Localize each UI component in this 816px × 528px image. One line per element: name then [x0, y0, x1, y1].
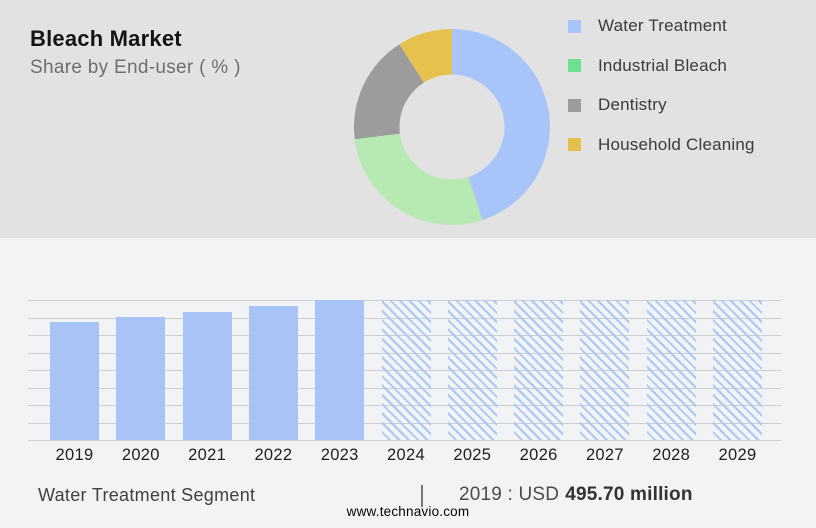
bar-chart-section: 2019 2020 2021 2022 2023 2024 2025 2026 2027 2028… [0, 238, 816, 528]
legend-label: Household Cleaning [598, 134, 755, 154]
legend-label: Dentistry [598, 95, 667, 114]
page-subtitle: Share by End-user ( % ) [30, 57, 241, 78]
bar-2019 [50, 322, 99, 440]
year-label-2023: 2023 [320, 446, 359, 464]
website-url: www.technavio.com [346, 504, 470, 519]
footer-divider: | [419, 481, 425, 507]
bar-2021 [182, 311, 232, 440]
bar-2020 [116, 316, 166, 440]
donut-legend: Water Treatment Industrial Bleach Dentistr… [568, 16, 755, 174]
year-label-2026: 2026 [519, 446, 558, 464]
bar-2028 [646, 300, 696, 440]
donut-slice-industrial-bleach [354, 133, 483, 225]
donut-slice-water-treatment [452, 29, 550, 221]
bar-2029 [713, 300, 762, 440]
donut-slice-dentistry [354, 44, 424, 140]
bar-2023 [315, 300, 365, 440]
bar-chart-plot: 2019 2020 2021 2022 2023 2024 2025 2026 2027 2028… [28, 300, 781, 464]
donut-slice-household-cleaning [399, 29, 452, 83]
donut-chart [354, 29, 550, 225]
bar-2027 [580, 300, 630, 440]
gridline [28, 440, 781, 441]
header-section: Bleach Market Share by End-user ( % ) Wa… [0, 0, 816, 238]
year-label-2019: 2019 [55, 446, 94, 464]
year-label-2029: 2029 [718, 446, 757, 464]
segment-value-amount: 495.70 million [565, 484, 693, 505]
legend-item-water-treatment: Water Treatment [568, 16, 755, 36]
legend-item-industrial-bleach: Industrial Bleach [568, 56, 755, 76]
legend-swatch-water-treatment [568, 19, 581, 33]
segment-value: 2019 : USD 495.70 million [459, 484, 693, 506]
year-label-2027: 2027 [585, 446, 624, 464]
legend-label: Industrial Bleach [598, 55, 728, 75]
bar-2026 [514, 300, 564, 440]
legend-swatch-industrial-bleach [568, 59, 581, 72]
year-label-2022: 2022 [254, 446, 293, 464]
year-label-2020: 2020 [121, 446, 160, 464]
bar-2022 [248, 306, 298, 440]
year-label-2025: 2025 [453, 446, 492, 464]
legend-swatch-household-cleaning [568, 138, 581, 151]
legend-swatch-dentistry [568, 98, 581, 112]
year-label-2028: 2028 [652, 446, 691, 464]
bar-2025 [447, 300, 497, 440]
legend-label: Water Treatment [598, 16, 727, 35]
segment-value-prefix: 2019 : USD [459, 484, 560, 505]
page-title: Bleach Market [30, 26, 182, 51]
legend-item-dentistry: Dentistry [568, 95, 755, 115]
year-label-2024: 2024 [387, 446, 425, 464]
year-label-2021: 2021 [188, 446, 227, 464]
segment-label: Water Treatment Segment [38, 485, 256, 505]
bar-2024 [381, 300, 431, 440]
legend-item-household-cleaning: Household Cleaning [568, 135, 755, 155]
